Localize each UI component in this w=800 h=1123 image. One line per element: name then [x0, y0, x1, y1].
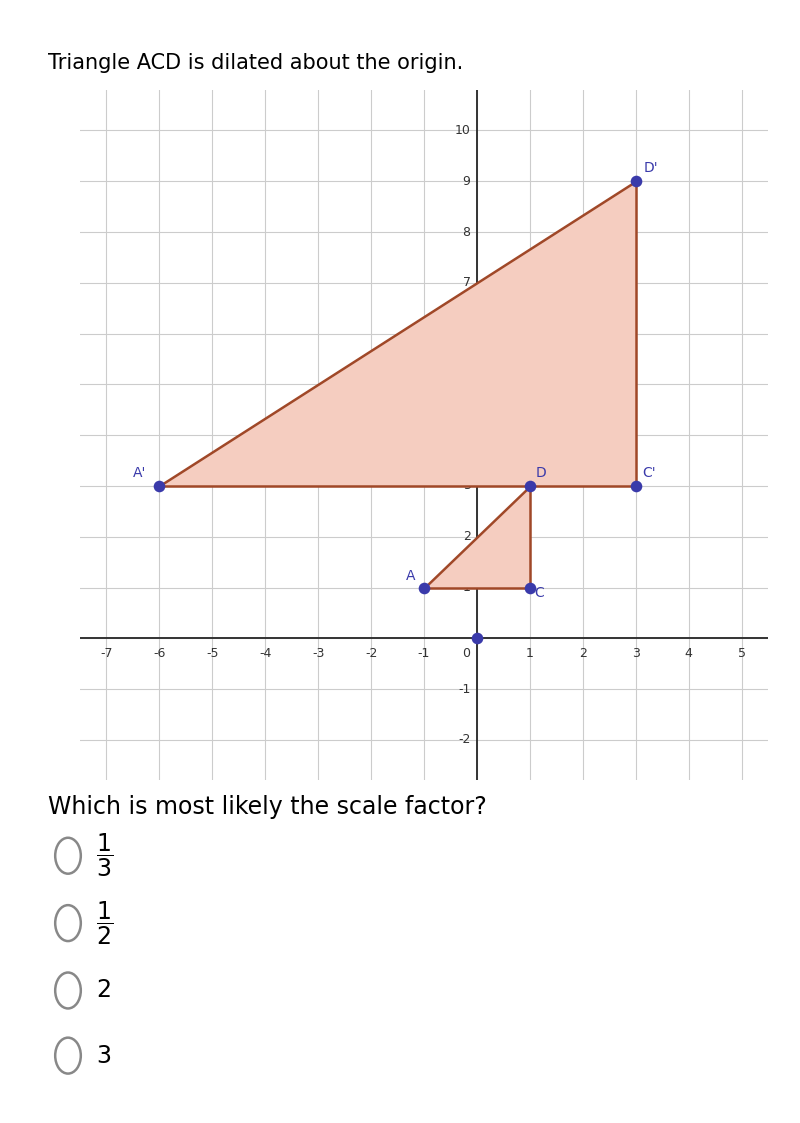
Point [523, 578, 536, 596]
Text: D: D [535, 466, 546, 480]
Text: D': D' [644, 162, 658, 175]
Text: 7: 7 [462, 276, 470, 290]
Text: 9: 9 [462, 175, 470, 188]
Text: -2: -2 [365, 648, 378, 660]
Text: A: A [406, 569, 415, 584]
Text: 4: 4 [462, 429, 470, 441]
Text: 2: 2 [579, 648, 586, 660]
Polygon shape [424, 486, 530, 587]
Text: Triangle ACD is dilated about the origin.: Triangle ACD is dilated about the origin… [48, 53, 463, 73]
Text: -4: -4 [259, 648, 271, 660]
Text: -2: -2 [458, 733, 470, 747]
Text: -3: -3 [312, 648, 324, 660]
Point [630, 172, 642, 190]
Text: 8: 8 [462, 226, 470, 238]
Text: 4: 4 [685, 648, 693, 660]
Text: Which is most likely the scale factor?: Which is most likely the scale factor? [48, 795, 486, 819]
Text: -7: -7 [100, 648, 113, 660]
Text: 10: 10 [454, 124, 470, 137]
Text: A': A' [133, 466, 146, 480]
Text: $3$: $3$ [96, 1043, 111, 1068]
Text: 1: 1 [526, 648, 534, 660]
Polygon shape [159, 181, 636, 486]
Text: C: C [534, 586, 544, 600]
Text: 0: 0 [462, 648, 470, 660]
Text: 5: 5 [738, 648, 746, 660]
Point [523, 477, 536, 495]
Point [153, 477, 166, 495]
Text: 2: 2 [462, 530, 470, 544]
Point [630, 477, 642, 495]
Text: $2$: $2$ [96, 978, 110, 1003]
Text: $\dfrac{1}{3}$: $\dfrac{1}{3}$ [96, 832, 113, 879]
Text: 3: 3 [632, 648, 640, 660]
Text: 6: 6 [462, 327, 470, 340]
Text: 3: 3 [462, 480, 470, 493]
Point [470, 629, 483, 647]
Text: -1: -1 [458, 683, 470, 695]
Text: -1: -1 [418, 648, 430, 660]
Text: -6: -6 [153, 648, 166, 660]
Text: -5: -5 [206, 648, 218, 660]
Text: 5: 5 [462, 377, 470, 391]
Text: C': C' [642, 466, 656, 480]
Text: 1: 1 [462, 581, 470, 594]
Point [418, 578, 430, 596]
Text: $\dfrac{1}{2}$: $\dfrac{1}{2}$ [96, 900, 113, 947]
